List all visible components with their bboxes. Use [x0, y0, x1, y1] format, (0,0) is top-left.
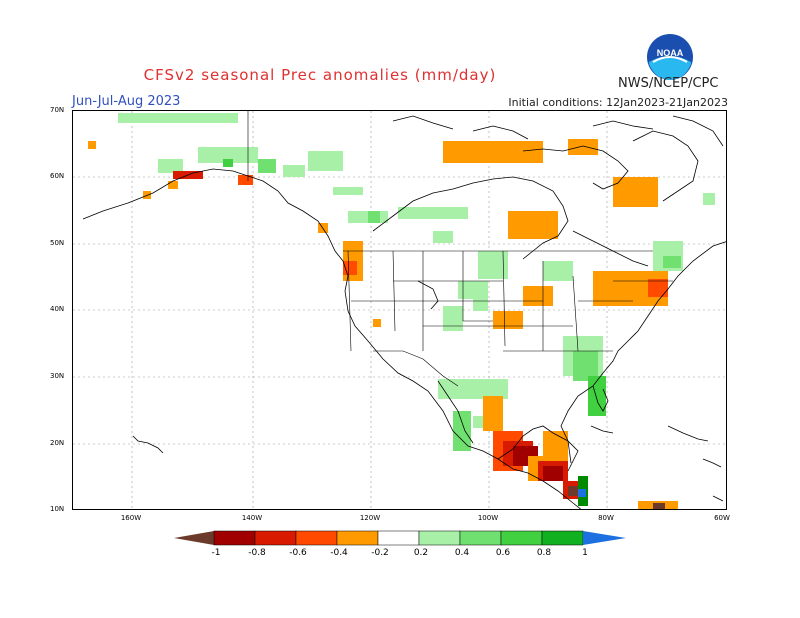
map-canvas	[73, 111, 726, 509]
noaa-logo: NOAA	[645, 32, 695, 82]
season-label: Jun-Jul-Aug 2023	[72, 94, 181, 109]
colorbar-swatch	[377, 530, 420, 546]
precip-anomaly-map	[72, 110, 727, 510]
colorbar-swatch	[295, 530, 338, 546]
colorbar-label: 0.8	[536, 548, 552, 558]
lat-label: 50N	[50, 239, 65, 247]
lon-label: 160W	[120, 514, 142, 522]
lon-label: 140W	[241, 514, 263, 522]
lat-label: 70N	[50, 106, 65, 114]
initial-conditions-label: Initial conditions: 12Jan2023-21Jan2023	[508, 96, 728, 109]
colorbar-swatch	[213, 530, 256, 546]
colorbar-label: 1	[582, 548, 588, 558]
lon-label: 60W	[714, 514, 730, 522]
agency-label: NWS/NCEP/CPC	[618, 76, 719, 91]
colorbar-label: 0.6	[495, 548, 511, 558]
lon-label: 80W	[598, 514, 614, 522]
colorbar-label: -0.4	[330, 548, 348, 558]
colorbar-swatch	[254, 530, 297, 546]
lat-label: 60N	[50, 172, 65, 180]
colorbar-label: -0.8	[248, 548, 266, 558]
colorbar-swatch	[336, 530, 379, 546]
colorbar-label: 0.2	[413, 548, 429, 558]
lat-label: 30N	[50, 372, 65, 380]
lon-label: 100W	[477, 514, 499, 522]
colorbar-arrow-wet	[583, 531, 626, 545]
colorbar-swatch	[500, 530, 543, 546]
color-bar	[174, 530, 626, 550]
logo-text: NOAA	[657, 48, 684, 58]
colorbar-label: -0.2	[371, 548, 389, 558]
lat-label: 20N	[50, 439, 65, 447]
colorbar-swatch	[418, 530, 461, 546]
lat-label: 40N	[50, 305, 65, 313]
map-title: CFSv2 seasonal Prec anomalies (mm/day)	[143, 66, 497, 84]
colorbar-label: -0.6	[289, 548, 307, 558]
colorbar-arrow-dry	[174, 531, 214, 545]
anomaly-patches	[88, 113, 715, 509]
lat-label: 10N	[50, 505, 65, 513]
colorbar-label: 0.4	[454, 548, 470, 558]
lon-label: 120W	[359, 514, 381, 522]
colorbar-label: -1	[211, 548, 221, 558]
coastlines	[82, 115, 726, 509]
colorbar-swatch	[541, 530, 584, 546]
political-borders	[247, 111, 673, 387]
colorbar-swatch	[459, 530, 502, 546]
